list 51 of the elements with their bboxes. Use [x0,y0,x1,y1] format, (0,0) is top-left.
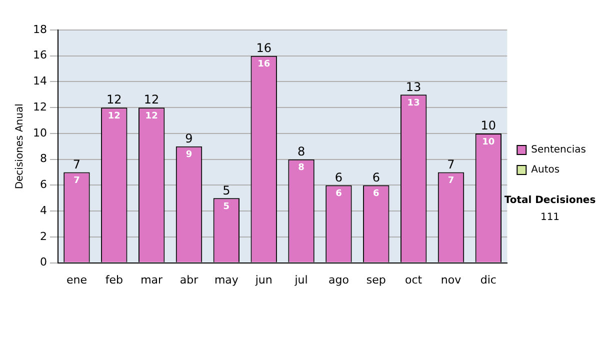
x-tick-label: may [214,273,239,286]
x-tick-label: oct [405,273,423,286]
x-tick-label: dic [480,273,496,286]
y-tick-label: 10 [32,126,47,140]
total-label: 7 [447,157,455,172]
data-label: 8 [298,163,304,174]
total-label: 10 [480,118,496,133]
data-label: 13 [407,98,420,109]
data-label: 12 [145,111,158,122]
x-tick-label: ago [328,273,350,286]
y-tick-label: 14 [32,74,47,88]
y-tick-label: 8 [40,152,47,166]
data-label: 7 [448,176,454,186]
total-label: 12 [144,92,160,107]
total-label: 12 [106,92,122,107]
total-label: 16 [256,40,272,55]
x-tick-label: jun [254,273,272,286]
y-tick-label: 0 [40,256,47,269]
total-label: 8 [297,144,306,158]
legend-label: Autos [531,164,560,176]
total-label: 9 [185,132,193,146]
data-label: 6 [336,189,342,200]
y-tick-label: 16 [32,48,47,62]
y-axis-title: Decisiones Anual [14,104,26,190]
x-tick-label: nov [440,273,462,286]
y-tick-label: 6 [40,178,47,192]
total-label: 6 [372,170,380,184]
y-tick-label: 12 [32,100,47,114]
legend-label: Sentencias [531,144,586,156]
x-tick-label: mar [140,273,164,286]
x-tick-label: jul [294,273,308,286]
total-label: 13 [406,80,422,94]
data-label: 16 [258,60,270,70]
total-label: 6 [334,170,343,184]
x-tick-label: feb [105,273,123,286]
data-label: 7 [74,176,80,186]
total-label: 7 [72,157,81,172]
data-label: 6 [373,189,380,200]
data-label: 9 [186,150,192,160]
data-label: 5 [223,202,230,212]
y-tick-label: 4 [40,204,47,217]
data-label: 12 [108,111,120,122]
data-label: 10 [482,137,495,148]
y-tick-label: 2 [40,230,47,243]
x-tick-label: sep [366,273,386,286]
total-label: 5 [222,183,230,198]
x-tick-label: abr [180,273,199,286]
x-tick-label: ene [66,273,88,286]
text: 111 [539,212,561,223]
annotation: Total Decisiones [503,195,597,206]
y-tick-label: 18 [32,22,47,36]
